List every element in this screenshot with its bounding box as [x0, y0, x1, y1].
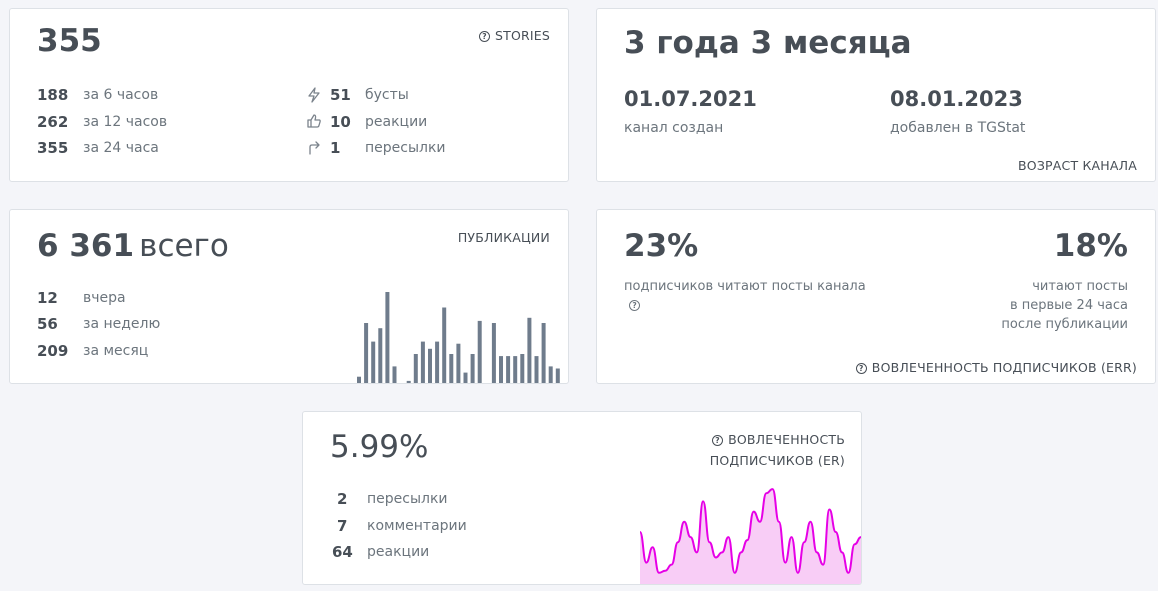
publications-total-count: 6 361 [37, 228, 135, 264]
publication-bar [485, 383, 489, 384]
posts-yesterday-count: 12 [37, 289, 58, 307]
err-followers-label: подписчиков читают посты канала [624, 279, 866, 294]
publication-bar [527, 317, 532, 383]
publication-bar [428, 348, 432, 383]
boosts-count: 51 [330, 86, 351, 104]
er-reactions-count: 64 [332, 543, 353, 561]
publications-title: ПУБЛИКАЦИИ [457, 230, 550, 245]
er-card: 5.99% ? ВОВЛЕЧЕННОСТЬ ПОДПИСЧИКОВ (ER) 2 … [302, 411, 862, 585]
er-title-label-1: ВОВЛЕЧЕННОСТЬ [728, 432, 845, 447]
stories-row-12h-label: за 12 часов [83, 114, 168, 130]
publication-bar [420, 341, 425, 383]
reactions-label: реакции [365, 114, 428, 130]
thumbs-up-icon [306, 113, 322, 133]
publication-bar [392, 366, 397, 383]
publications-card: 6 361 всего ПУБЛИКАЦИИ 12 вчера 56 за не… [9, 209, 569, 384]
publication-bar [371, 341, 376, 383]
er-comments-label: комментарии [367, 518, 467, 534]
stories-count: 355 [37, 23, 102, 59]
err-title[interactable]: ? ВОВЛЕЧЕННОСТЬ ПОДПИСЧИКОВ (ERR) [855, 360, 1137, 375]
help-icon[interactable]: ? [478, 31, 490, 42]
publication-bar [477, 320, 482, 383]
reactions-count: 10 [330, 113, 351, 131]
er-title-line-1[interactable]: ? ВОВЛЕЧЕННОСТЬ [712, 432, 845, 447]
stories-row-12h-count: 262 [37, 113, 69, 131]
help-icon[interactable]: ? [712, 435, 724, 446]
publication-bar [357, 376, 361, 383]
stories-row-6h-count: 188 [37, 86, 69, 104]
err-title-label: ВОВЛЕЧЕННОСТЬ ПОДПИСЧИКОВ (ERR) [871, 360, 1137, 375]
added-label: добавлен в TGStat [890, 120, 1026, 136]
publication-bar [541, 323, 546, 383]
forward-arrow-icon [307, 140, 321, 159]
er-area-chart [640, 488, 861, 584]
publication-bar [555, 368, 560, 383]
publication-bar [463, 372, 468, 383]
err-24h-value: 18% [1053, 228, 1128, 264]
stories-row-24h-label: за 24 часа [83, 140, 159, 156]
lightning-icon [307, 87, 321, 107]
publications-total: 6 361 всего [37, 228, 229, 264]
err-card: 23% подписчиков читают посты канала ? 18… [596, 209, 1156, 384]
er-line [640, 488, 861, 574]
publication-bar [520, 354, 525, 383]
stories-card: 355 ? STORIES 188 за 6 часов 262 за 12 ча… [9, 8, 569, 182]
err-followers-value: 23% [624, 228, 699, 264]
added-date: 08.01.2023 [890, 87, 1023, 111]
channel-age-value: 3 года 3 месяца [624, 25, 912, 61]
publication-bar [513, 356, 518, 383]
channel-age-card: 3 года 3 месяца 01.07.2021 канал создан … [596, 8, 1156, 182]
posts-yesterday-label: вчера [83, 290, 126, 306]
posts-month-count: 209 [37, 342, 69, 360]
er-value: 5.99% [330, 429, 429, 465]
stories-title[interactable]: ? STORIES [478, 28, 550, 43]
channel-age-title: ВОЗРАСТ КАНАЛА [1018, 158, 1137, 173]
publication-bar [364, 323, 369, 383]
err-24h-label-2: в первые 24 часа [1009, 298, 1128, 313]
publication-bar [506, 356, 511, 383]
publication-bar [378, 328, 383, 383]
publications-total-suffix: всего [139, 228, 229, 264]
publication-bar [470, 354, 475, 383]
publication-bar [548, 366, 553, 383]
boosts-label: бусты [365, 87, 409, 103]
forwards-count: 1 [330, 139, 341, 157]
posts-week-label: за неделю [83, 316, 161, 332]
help-icon[interactable]: ? [855, 363, 867, 374]
publication-bar [400, 383, 404, 384]
created-label: канал создан [624, 120, 724, 136]
posts-month-label: за месяц [83, 343, 149, 359]
stories-title-label: STORIES [494, 28, 550, 43]
publication-bar [499, 356, 503, 383]
publication-bar [442, 307, 447, 383]
er-forwards-count: 2 [337, 490, 348, 508]
err-help-icon[interactable]: ? [629, 300, 640, 311]
publication-bar [435, 341, 440, 383]
publication-bar [456, 343, 461, 383]
publication-bar [534, 356, 539, 383]
publications-bar-chart [357, 292, 560, 384]
created-date: 01.07.2021 [624, 87, 757, 111]
er-reactions-label: реакции [367, 544, 430, 560]
publication-bar [449, 354, 454, 383]
err-24h-label-3: после публикации [1001, 317, 1128, 332]
er-area-fill [640, 489, 861, 584]
er-comments-count: 7 [337, 517, 348, 535]
er-forwards-label: пересылки [367, 491, 448, 507]
posts-week-count: 56 [37, 315, 58, 333]
forwards-label: пересылки [365, 140, 446, 156]
publication-bar [385, 292, 390, 383]
publication-bar [413, 354, 418, 383]
err-24h-label-1: читают посты [1032, 279, 1128, 294]
publication-bar [491, 323, 496, 383]
publication-bar [406, 380, 411, 383]
stories-row-6h-label: за 6 часов [83, 87, 159, 103]
er-title-line-2: ПОДПИСЧИКОВ (ER) [709, 453, 845, 468]
stories-row-24h-count: 355 [37, 139, 69, 157]
